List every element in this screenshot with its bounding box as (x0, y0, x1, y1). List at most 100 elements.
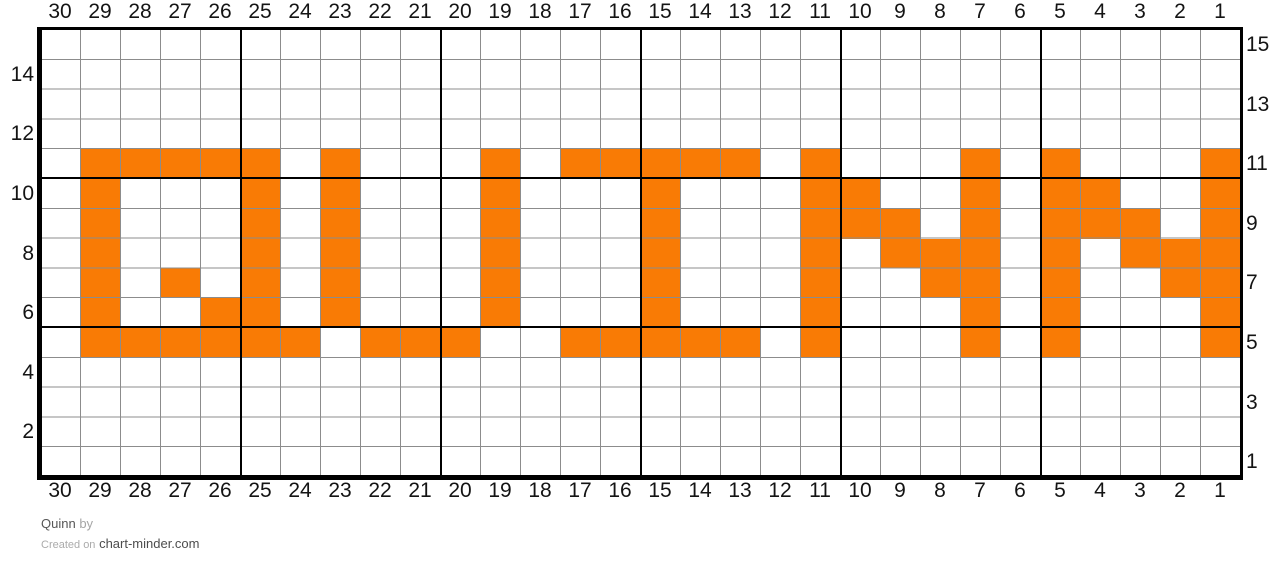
stitch-cell[interactable] (720, 328, 760, 358)
stitch-cell[interactable] (160, 328, 200, 358)
stitch-cell[interactable] (1200, 149, 1240, 179)
stitch-cell[interactable] (800, 298, 840, 328)
stitch-cell[interactable] (680, 149, 720, 179)
stitch-cell[interactable] (80, 298, 120, 328)
stitch-cell[interactable] (640, 268, 680, 299)
stitch-cell[interactable] (1040, 179, 1080, 209)
stitch-cell[interactable] (960, 208, 1000, 239)
stitch-cell[interactable] (1040, 208, 1080, 239)
stitch-cell[interactable] (1200, 238, 1240, 269)
stitch-cell[interactable] (960, 149, 1000, 179)
stitch-cell[interactable] (320, 238, 360, 269)
stitch-cell[interactable] (480, 149, 520, 179)
stitch-cell[interactable] (200, 298, 240, 328)
stitch-cell[interactable] (80, 328, 120, 358)
stitch-cell[interactable] (560, 328, 600, 358)
stitch-cell[interactable] (200, 149, 240, 179)
stitch-cell[interactable] (640, 328, 680, 358)
stitch-cell[interactable] (1120, 208, 1160, 239)
stitch-cell[interactable] (640, 149, 680, 179)
stitch-cell[interactable] (800, 238, 840, 269)
stitch-cell[interactable] (800, 149, 840, 179)
stitch-cell[interactable] (1200, 179, 1240, 209)
stitch-cell[interactable] (240, 208, 280, 239)
stitch-cell[interactable] (160, 268, 200, 299)
stitch-cell[interactable] (1040, 298, 1080, 328)
stitch-cell[interactable] (440, 328, 480, 358)
stitch-cell[interactable] (640, 238, 680, 269)
stitch-cell[interactable] (680, 328, 720, 358)
stitch-cell[interactable] (1200, 208, 1240, 239)
stitch-cell[interactable] (480, 208, 520, 239)
stitch-cell[interactable] (800, 268, 840, 299)
stitch-cell[interactable] (960, 268, 1000, 299)
stitch-cell[interactable] (1080, 208, 1120, 239)
stitch-cell[interactable] (1080, 179, 1120, 209)
tick-label-top: 23 (328, 0, 352, 23)
stitch-cell[interactable] (560, 149, 600, 179)
stitch-cell[interactable] (1200, 298, 1240, 328)
stitch-cell[interactable] (1040, 328, 1080, 358)
stitch-cell[interactable] (800, 179, 840, 209)
stitch-cell[interactable] (960, 179, 1000, 209)
stitch-cell[interactable] (600, 149, 640, 179)
stitch-cell[interactable] (600, 328, 640, 358)
stitch-cell[interactable] (920, 268, 960, 299)
stitch-cell[interactable] (80, 268, 120, 299)
stitch-cell[interactable] (400, 328, 440, 358)
stitch-cell[interactable] (800, 208, 840, 239)
stitch-cell[interactable] (80, 149, 120, 179)
stitch-cell[interactable] (840, 208, 880, 239)
stitch-cell[interactable] (880, 208, 920, 239)
stitch-cell[interactable] (280, 328, 320, 358)
stitch-cell[interactable] (240, 179, 280, 209)
stitch-cell[interactable] (1160, 238, 1200, 269)
stitch-cell[interactable] (1120, 238, 1160, 269)
stitch-cell[interactable] (240, 149, 280, 179)
pattern-grid[interactable] (40, 30, 1240, 477)
stitch-cell[interactable] (80, 179, 120, 209)
stitch-cell[interactable] (640, 208, 680, 239)
stitch-cell[interactable] (360, 328, 400, 358)
stitch-cell[interactable] (80, 208, 120, 239)
stitch-cell[interactable] (960, 298, 1000, 328)
stitch-cell[interactable] (1040, 238, 1080, 269)
stitch-cell[interactable] (80, 238, 120, 269)
stitch-cell[interactable] (1040, 149, 1080, 179)
site-link[interactable]: chart-minder.com (99, 536, 200, 551)
stitch-cell[interactable] (880, 238, 920, 269)
tick-label-top: 11 (809, 0, 831, 23)
stitch-cell[interactable] (1200, 328, 1240, 358)
stitch-cell[interactable] (720, 149, 760, 179)
stitch-cell[interactable] (240, 328, 280, 358)
stitch-cell[interactable] (320, 298, 360, 328)
stitch-cell[interactable] (840, 179, 880, 209)
stitch-cell[interactable] (1160, 268, 1200, 299)
stitch-cell[interactable] (200, 328, 240, 358)
stitch-cell[interactable] (160, 149, 200, 179)
stitch-cell[interactable] (240, 268, 280, 299)
stitch-cell[interactable] (320, 149, 360, 179)
stitch-cell[interactable] (800, 328, 840, 358)
stitch-cell[interactable] (480, 179, 520, 209)
stitch-cell[interactable] (1200, 268, 1240, 299)
stitch-cell[interactable] (920, 238, 960, 269)
stitch-cell[interactable] (120, 149, 160, 179)
stitch-cell[interactable] (320, 208, 360, 239)
stitch-cell[interactable] (480, 298, 520, 328)
stitch-cell[interactable] (120, 328, 160, 358)
tick-label-bottom: 30 (48, 479, 72, 502)
stitch-cell[interactable] (1040, 268, 1080, 299)
stitch-cell[interactable] (320, 179, 360, 209)
stitch-cell[interactable] (480, 268, 520, 299)
stitch-cell[interactable] (240, 298, 280, 328)
stitch-cell[interactable] (320, 268, 360, 299)
tick-label-bottom: 19 (488, 479, 512, 502)
tick-label-top: 18 (528, 0, 552, 23)
stitch-cell[interactable] (480, 238, 520, 269)
stitch-cell[interactable] (240, 238, 280, 269)
stitch-cell[interactable] (640, 179, 680, 209)
stitch-cell[interactable] (960, 328, 1000, 358)
stitch-cell[interactable] (640, 298, 680, 328)
stitch-cell[interactable] (960, 238, 1000, 269)
